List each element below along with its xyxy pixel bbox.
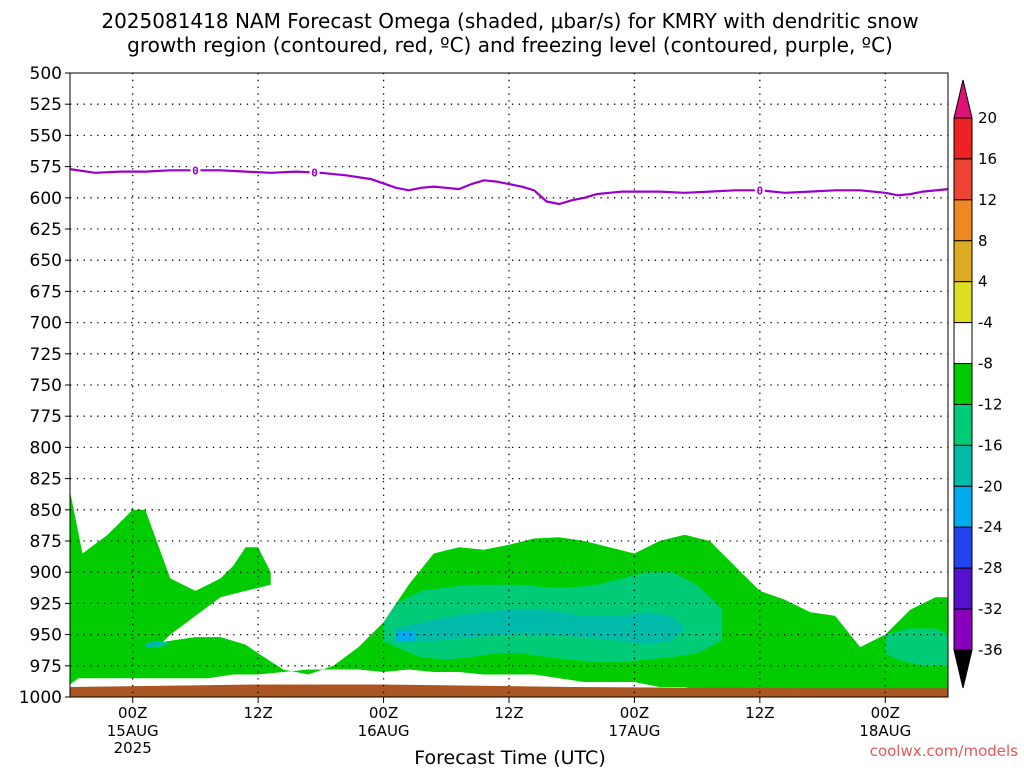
y-axis-pressure: 500 525 550 575 600 625 650 675 700 725 750 775 800 8… [19, 64, 70, 708]
freezing-level-line [69, 168, 949, 206]
x-tick-sublabel: 2025 [114, 739, 152, 757]
colorbar-label: 8 [978, 232, 988, 250]
colorbar-segment [953, 199, 973, 242]
y-tick-label: 850 [30, 501, 62, 521]
colorbar-segment [953, 444, 973, 487]
colorbar-label: 16 [978, 150, 997, 168]
freezing-level-label: 0 [311, 167, 318, 180]
x-tick-sublabel: 16AUG [358, 722, 410, 740]
colorbar-segment [953, 117, 973, 160]
x-axis-label: Forecast Time (UTC) [414, 747, 605, 768]
x-tick-sublabel: 15AUG [107, 722, 159, 740]
colorbar-label: -24 [978, 518, 1003, 536]
y-tick-label: 675 [30, 282, 62, 302]
x-tick-sublabel: 18AUG [859, 722, 911, 740]
x-tick-label: 12Z [745, 704, 774, 722]
y-tick-label: 500 [30, 64, 62, 84]
contour-label-bg [754, 183, 765, 198]
colorbar-segment [953, 485, 973, 528]
colorbar-label: -36 [978, 641, 1003, 659]
freezing-level-label: 0 [757, 184, 764, 197]
colorbar-label: -16 [978, 436, 1003, 454]
y-tick-label: 600 [30, 189, 62, 209]
freezing-level-contour: 0 0 0 [69, 163, 949, 206]
omega-region-5 [145, 640, 171, 648]
colorbar-segment [953, 240, 973, 283]
x-tick-sublabel: 17AUG [608, 722, 660, 740]
colorbar-legend: 20 16 12 8 4 -4 -8 -12 -16 -20 -24 -28 -32 -36 [953, 79, 1003, 689]
chart-title-line-2: growth region (contoured, red, ºC) and f… [127, 33, 893, 57]
credit-text[interactable]: coolwx.com/models [870, 742, 1018, 760]
contour-label-bg [309, 165, 320, 180]
colorbar-label: -28 [978, 559, 1003, 577]
colorbar-bottom-arrow [953, 649, 973, 689]
y-tick-label: 525 [30, 95, 62, 115]
x-tick-label: 00Z [871, 704, 900, 722]
omega-cell-0 [396, 630, 415, 641]
x-tick-label: 12Z [243, 704, 272, 722]
colorbar-segment [953, 526, 973, 569]
omega-region-0 [70, 491, 271, 685]
colorbar-label: -32 [978, 600, 1003, 618]
contour-label-bg [190, 163, 201, 178]
y-tick-label: 725 [30, 345, 62, 365]
colorbar-segment [953, 363, 973, 405]
y-tick-label: 950 [30, 626, 62, 646]
y-tick-label: 575 [30, 158, 62, 178]
colorbar-segment [953, 281, 973, 324]
colorbar-label: -8 [978, 355, 993, 373]
omega-shading [70, 491, 948, 691]
y-tick-label: 700 [30, 314, 62, 334]
y-tick-label: 1000 [19, 688, 62, 708]
x-tick-label: 00Z [620, 704, 649, 722]
colorbar-segment [953, 608, 973, 651]
y-tick-label: 975 [30, 657, 62, 677]
colorbar-top-arrow [953, 79, 973, 119]
y-tick-label: 900 [30, 563, 62, 583]
y-tick-label: 650 [30, 251, 62, 271]
colorbar-label: -4 [978, 314, 993, 332]
ground-strip [70, 684, 948, 697]
x-tick-label: 00Z [369, 704, 398, 722]
colorbar-label: 20 [978, 109, 997, 127]
omega-region-4 [396, 609, 685, 645]
freezing-level-label: 0 [192, 164, 199, 177]
chart-title-line-1: 2025081418 NAM Forecast Omega (shaded, μ… [101, 9, 918, 33]
colorbar-label: -20 [978, 477, 1003, 495]
y-tick-label: 775 [30, 407, 62, 427]
x-tick-label: 12Z [494, 704, 523, 722]
y-tick-label: 800 [30, 438, 62, 458]
omega-region-3 [885, 628, 948, 666]
y-tick-label: 825 [30, 470, 62, 490]
y-tick-label: 550 [30, 126, 62, 146]
colorbar-segment [953, 403, 973, 446]
colorbar-label: -12 [978, 395, 1003, 413]
ground-surface [70, 684, 948, 697]
colorbar-label: 12 [978, 191, 997, 209]
colorbar-segment [953, 322, 973, 365]
y-tick-label: 925 [30, 594, 62, 614]
colorbar-segment [953, 158, 973, 201]
y-tick-label: 750 [30, 376, 62, 396]
colorbar-segment [953, 567, 973, 610]
x-tick-label: 00Z [118, 704, 147, 722]
y-tick-label: 625 [30, 220, 62, 240]
y-tick-label: 875 [30, 532, 62, 552]
colorbar-label: 4 [978, 273, 988, 291]
